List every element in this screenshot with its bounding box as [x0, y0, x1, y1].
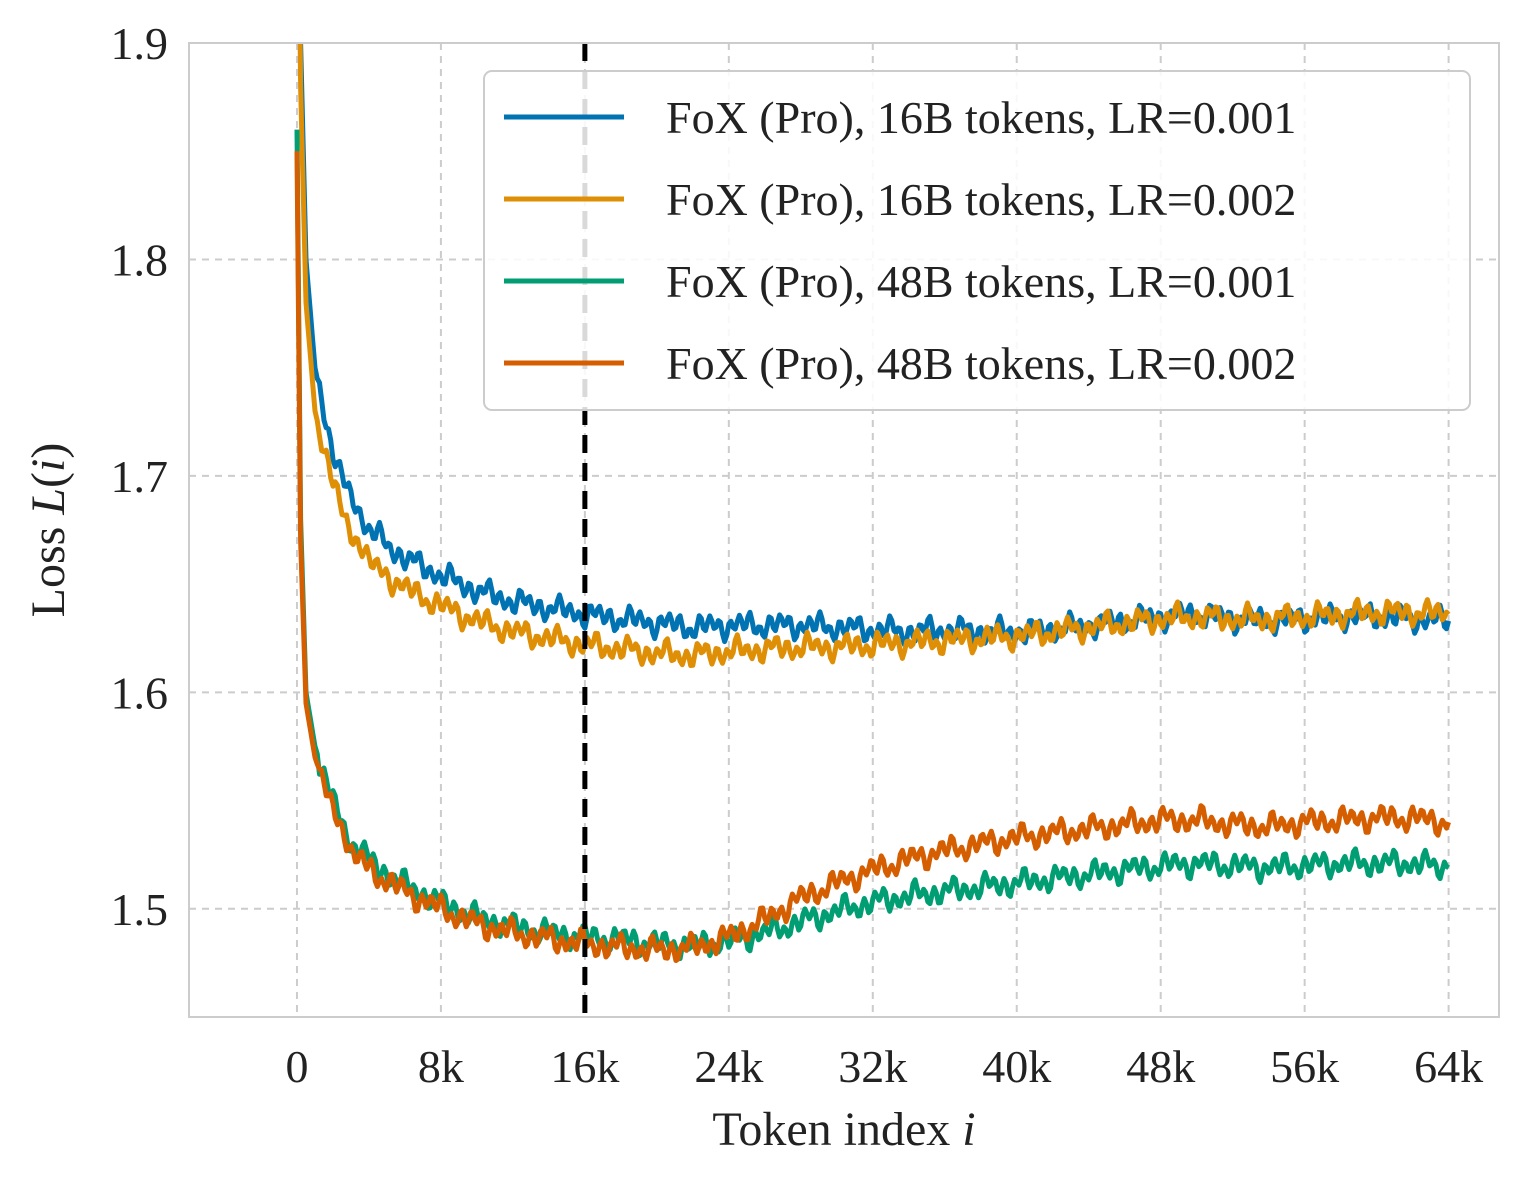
x-tick-label: 32k	[838, 1041, 907, 1092]
legend-label-4: FoX (Pro), 48B tokens, LR=0.002	[666, 338, 1296, 389]
legend-label-2: FoX (Pro), 16B tokens, LR=0.002	[666, 174, 1296, 225]
y-tick-label: 1.6	[111, 667, 169, 718]
x-tick-label: 24k	[694, 1041, 763, 1092]
x-tick-label: 40k	[982, 1041, 1051, 1092]
series-lines	[294, 43, 1452, 963]
legend-box	[483, 70, 1471, 411]
plot-frame	[188, 42, 1500, 1018]
legend: FoX (Pro), 16B tokens, LR=0.001 FoX (Pro)…	[483, 70, 1471, 411]
y-axis-label: Loss L(i)	[22, 443, 75, 618]
y-tick-label: 1.5	[111, 884, 169, 935]
series-line-2	[297, 43, 1451, 668]
legend-label-1: FoX (Pro), 16B tokens, LR=0.001	[666, 92, 1296, 143]
x-tick-label: 8k	[418, 1041, 464, 1092]
legend-label-3: FoX (Pro), 48B tokens, LR=0.001	[666, 256, 1296, 307]
y-tick-label: 1.7	[111, 451, 169, 502]
x-tick-label: 0	[285, 1041, 308, 1092]
series-line-4	[294, 151, 1451, 963]
y-tick-labels: 1.5 1.6 1.7 1.8 1.9	[111, 18, 169, 935]
y-tick-label: 1.9	[111, 18, 169, 69]
x-tick-label: 16k	[550, 1041, 619, 1092]
x-tick-label: 48k	[1126, 1041, 1195, 1092]
x-tick-labels: 0 8k 16k 24k 32k 40k 48k 56k 64k	[285, 1041, 1483, 1092]
x-axis-label: Token index i	[712, 1103, 975, 1156]
x-tick-label: 56k	[1270, 1041, 1339, 1092]
x-tick-label: 64k	[1414, 1041, 1483, 1092]
y-tick-label: 1.8	[111, 234, 169, 285]
